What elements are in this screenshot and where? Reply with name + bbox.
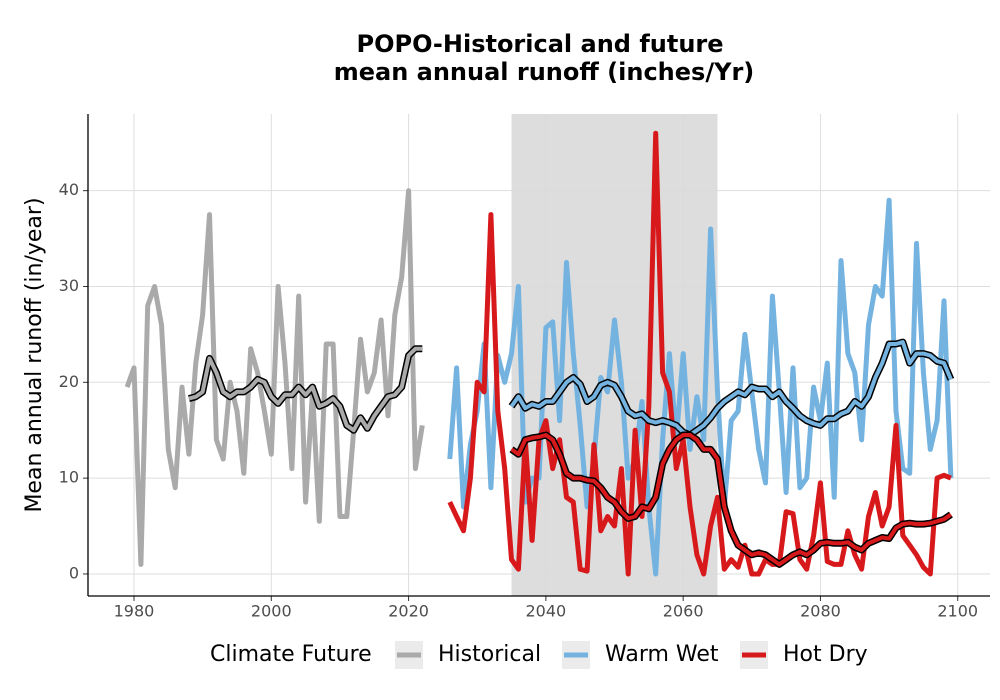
series-line (124, 188, 425, 567)
x-tick-label: 2080 (800, 602, 841, 621)
x-tick-label: 1980 (114, 602, 155, 621)
legend-label: Historical (438, 642, 541, 667)
x-tick-label: 2100 (937, 602, 978, 621)
y-tick-label: 10 (59, 468, 79, 487)
y-tick-label: 40 (59, 180, 79, 199)
x-tick-label: 2040 (526, 602, 567, 621)
y-tick-label: 0 (69, 563, 79, 582)
rolling-line (510, 433, 953, 567)
rolling-line (509, 340, 953, 437)
legend-label: Warm Wet (605, 642, 719, 667)
y-tick-label: 20 (59, 372, 79, 391)
series-line (447, 197, 954, 577)
x-tick-label: 2060 (663, 602, 704, 621)
legend-title: Climate Future (210, 642, 372, 667)
rolling-line (188, 346, 423, 433)
y-tick-label: 30 (59, 276, 79, 295)
chart-title: POPO-Historical and future (356, 30, 723, 58)
chart-subtitle: mean annual runoff (inches/Yr) (334, 58, 755, 86)
y-axis-label: Mean annual runoff (in/year) (22, 197, 47, 512)
legend-label: Hot Dry (783, 642, 868, 667)
x-tick-label: 2020 (388, 602, 429, 621)
x-tick-label: 2000 (251, 602, 292, 621)
series-line (447, 130, 952, 577)
